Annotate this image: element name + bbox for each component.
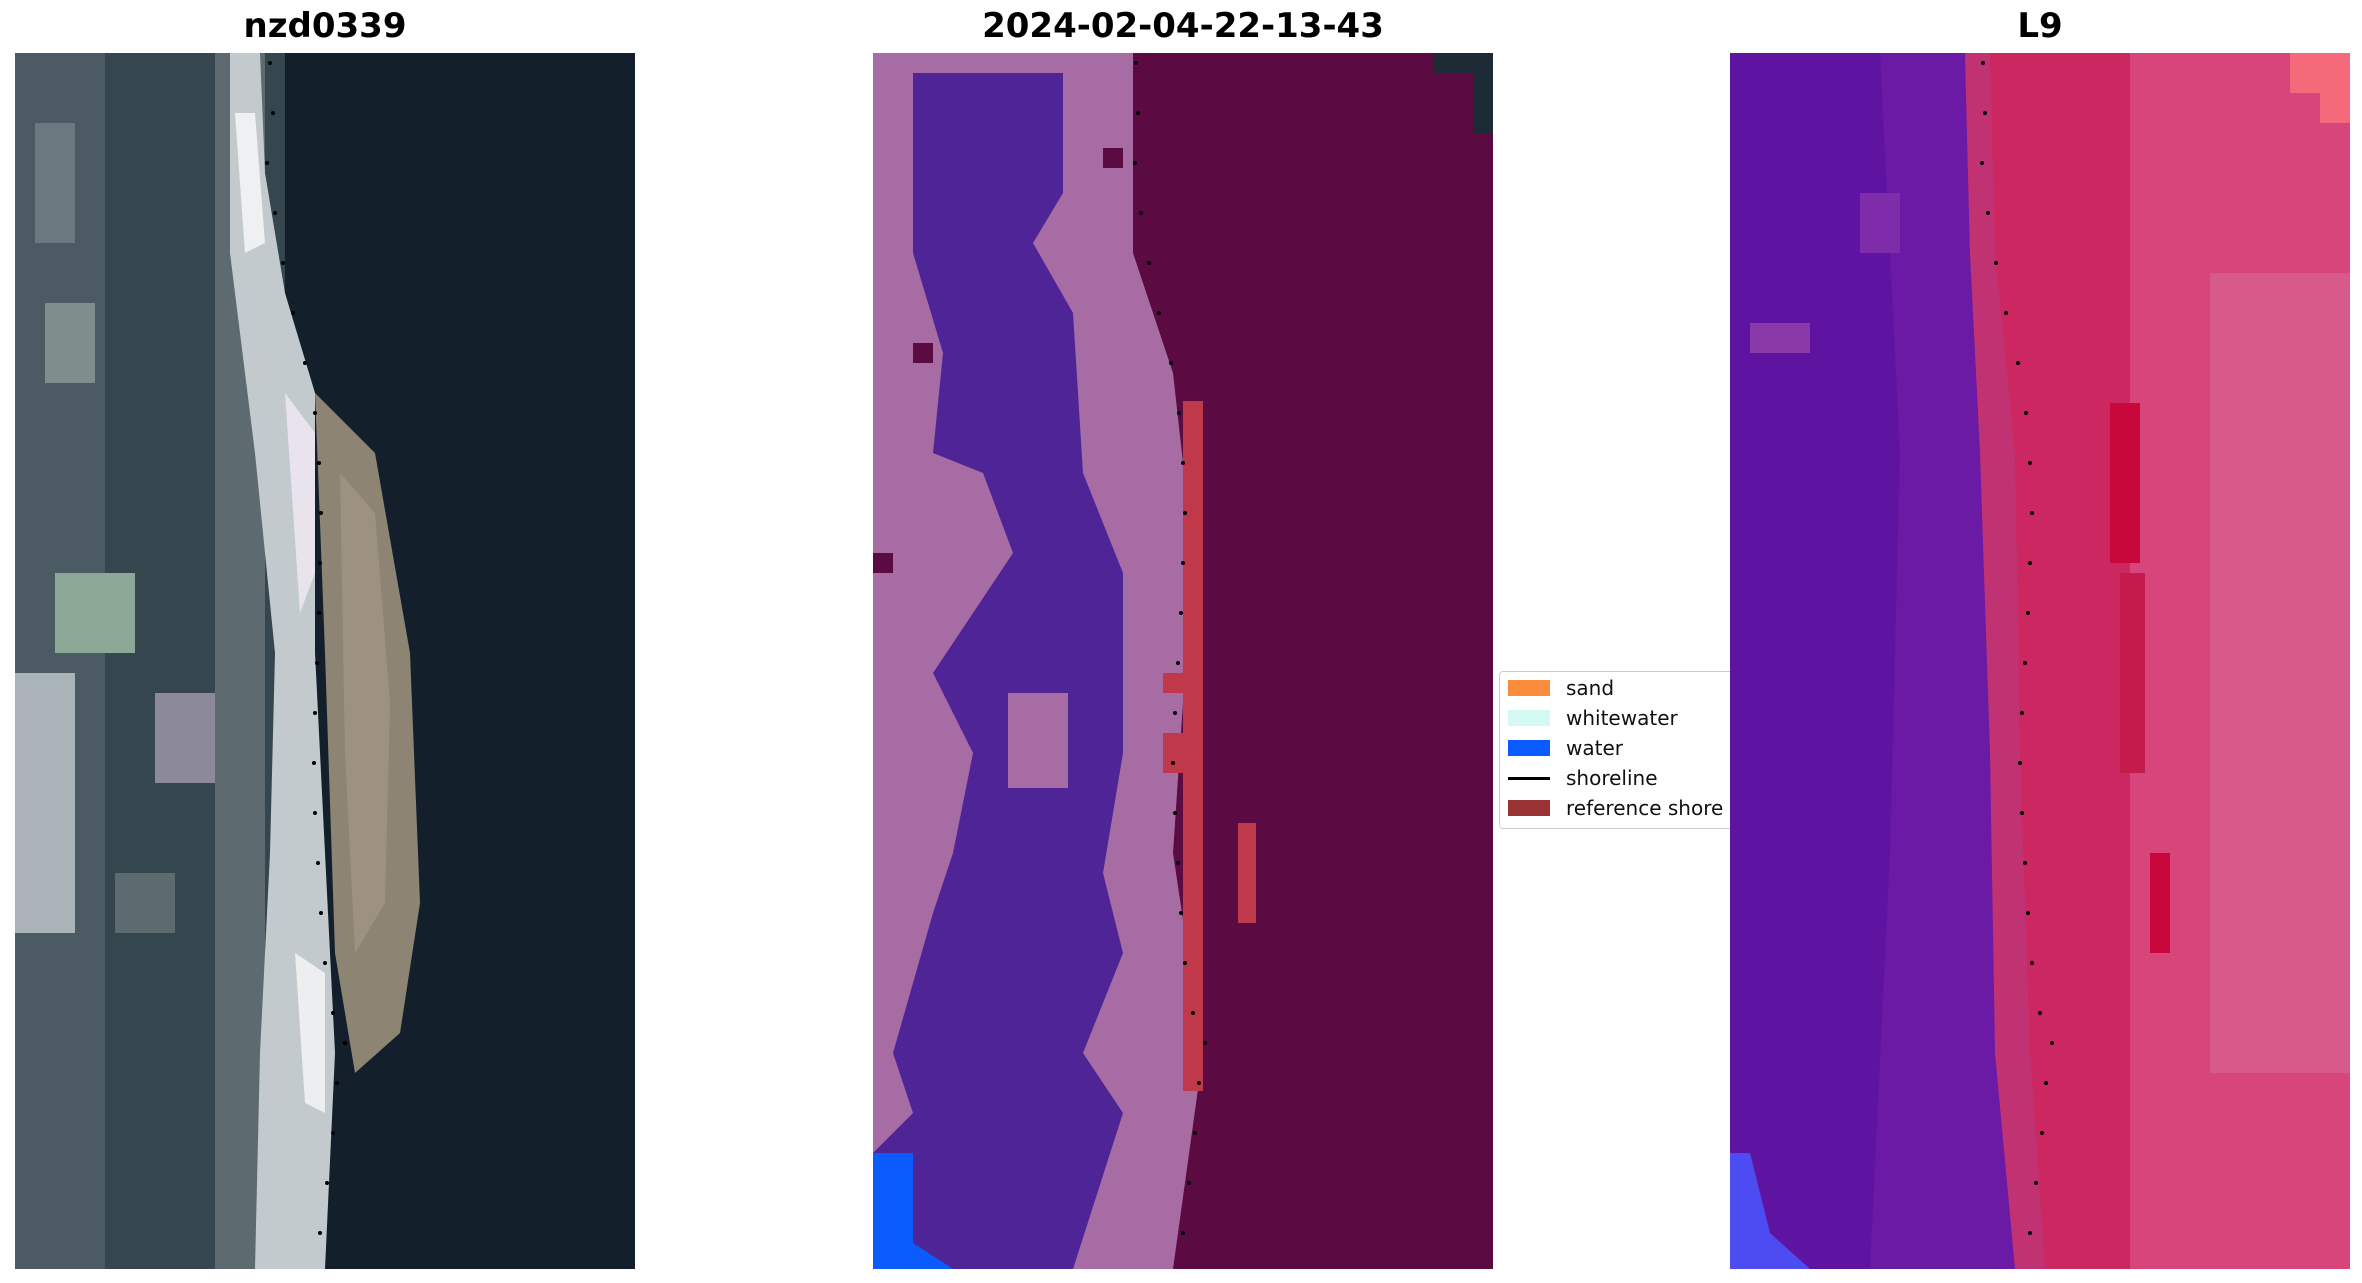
index-image-panel [1730,53,2350,1269]
title-right: L9 [2017,6,2063,46]
legend-item-shoreline: shoreline [1508,766,1738,790]
water-swatch [1508,740,1550,756]
sand-swatch [1508,680,1550,696]
legend-label: whitewater [1566,706,1678,730]
legend-label: sand [1566,676,1615,700]
reference-shore-swatch [1508,800,1550,816]
shoreline-line-swatch [1508,777,1550,780]
legend-item-reference-shore: reference shore [1508,796,1738,820]
title-center: 2024-02-04-22-13-43 [982,6,1384,46]
legend-label: shoreline [1566,766,1658,790]
rgb-image [15,53,635,1269]
classification-image [873,53,1493,1269]
rgb-image-panel [15,53,635,1269]
legend-item-water: water [1508,736,1738,760]
title-left: nzd0339 [243,6,407,46]
legend: sand whitewater water shoreline referenc… [1499,671,1735,829]
legend-label: reference shore [1566,796,1724,820]
index-image [1730,53,2350,1269]
whitewater-swatch [1508,710,1550,726]
legend-item-sand: sand [1508,676,1738,700]
classification-panel [873,53,1493,1269]
legend-label: water [1566,736,1623,760]
legend-item-whitewater: whitewater [1508,706,1738,730]
